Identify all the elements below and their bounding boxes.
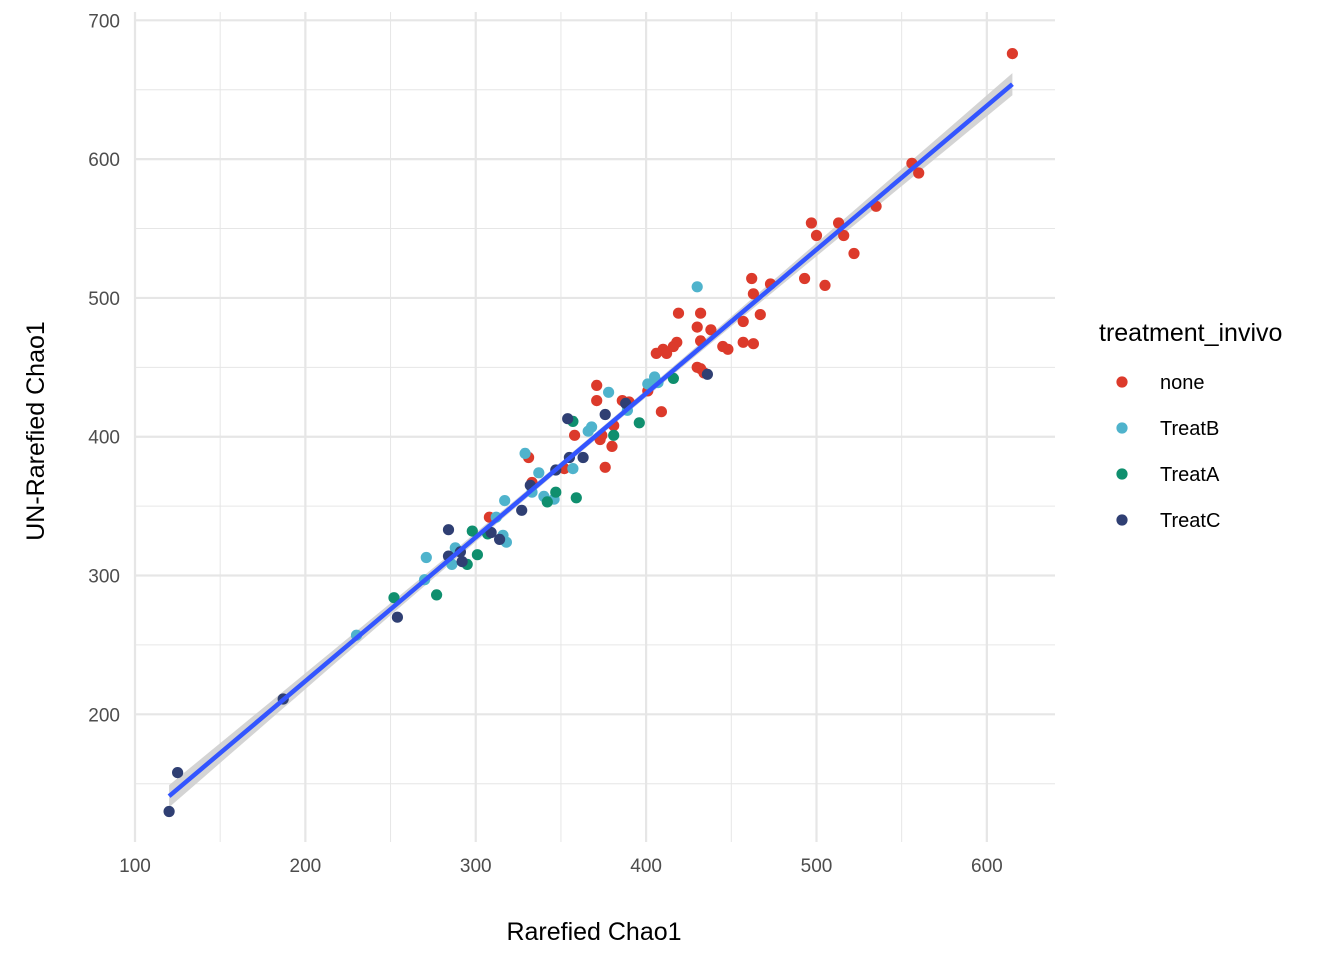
legend-title: treatment_invivo bbox=[1099, 319, 1282, 347]
data-point-none bbox=[819, 279, 831, 291]
data-point-none bbox=[655, 406, 668, 418]
data-point-none bbox=[672, 307, 685, 319]
legend-key bbox=[1116, 376, 1128, 388]
data-point-treatb bbox=[603, 386, 615, 398]
data-point-treatc bbox=[599, 408, 611, 421]
data-point-none bbox=[691, 321, 703, 333]
data-point-none bbox=[591, 379, 603, 391]
data-point-treatc bbox=[494, 533, 506, 546]
legend-item: none bbox=[1116, 372, 1205, 394]
data-point-treatc bbox=[163, 805, 175, 818]
y-tick-label: 700 bbox=[88, 11, 120, 32]
legend-key bbox=[1116, 468, 1128, 480]
data-point-none bbox=[913, 167, 925, 179]
legend: treatment_invivo none TreatB TreatA TreatC bbox=[1099, 319, 1282, 532]
data-point-none bbox=[848, 247, 860, 260]
legend-key bbox=[1116, 422, 1128, 434]
data-point-none bbox=[746, 272, 758, 285]
y-tick-label: 600 bbox=[88, 150, 120, 171]
legend-item: TreatA bbox=[1116, 464, 1220, 486]
data-point-none bbox=[747, 338, 760, 350]
data-point-none bbox=[1006, 48, 1019, 60]
data-point-none bbox=[747, 288, 760, 300]
minor-gridlines bbox=[135, 12, 1055, 842]
data-point-treata bbox=[471, 549, 483, 561]
regression-line bbox=[167, 82, 1014, 798]
data-point-treatb bbox=[420, 551, 432, 564]
data-point-none bbox=[737, 336, 749, 348]
data-point-treatc bbox=[172, 767, 184, 779]
data-point-none bbox=[599, 461, 611, 473]
legend-item: TreatB bbox=[1116, 418, 1219, 440]
data-point-none bbox=[606, 440, 618, 452]
data-point-treatc bbox=[577, 451, 589, 464]
legend-key bbox=[1116, 514, 1128, 526]
data-point-treata bbox=[608, 429, 620, 441]
data-point-none bbox=[799, 272, 811, 285]
data-point-none bbox=[737, 315, 749, 328]
data-point-none bbox=[569, 429, 581, 441]
y-axis-title: UN-Rarefied Chao1 bbox=[22, 321, 50, 541]
x-tick-label: 300 bbox=[460, 856, 492, 877]
data-point-none bbox=[667, 340, 680, 353]
data-point-none bbox=[810, 229, 823, 242]
data-point-treata bbox=[466, 525, 478, 537]
legend-item: TreatC bbox=[1116, 510, 1220, 532]
data-point-treatb bbox=[567, 463, 579, 475]
x-tick-label: 100 bbox=[119, 856, 151, 877]
data-point-treatb bbox=[586, 421, 598, 433]
legend-label: TreatC bbox=[1160, 510, 1220, 532]
data-point-treatc bbox=[516, 504, 528, 516]
x-tick-label: 600 bbox=[971, 856, 1003, 877]
legend-label: none bbox=[1160, 372, 1205, 394]
fit-line-layer bbox=[167, 82, 1014, 798]
data-point-treatb bbox=[519, 447, 531, 459]
data-point-treatc bbox=[701, 368, 714, 380]
data-point-none bbox=[838, 229, 850, 242]
data-point-treata bbox=[388, 592, 400, 604]
data-point-none bbox=[591, 395, 603, 407]
data-point-treatc bbox=[456, 556, 468, 568]
data-points bbox=[163, 48, 1019, 818]
data-point-treata bbox=[570, 492, 582, 504]
data-point-treatc bbox=[562, 413, 574, 425]
data-point-treatb bbox=[499, 495, 511, 507]
y-tick-label: 400 bbox=[88, 428, 120, 449]
data-point-none bbox=[722, 343, 734, 355]
data-point-treata bbox=[431, 589, 443, 601]
data-point-treatc bbox=[391, 611, 403, 623]
y-tick-label: 200 bbox=[88, 705, 120, 726]
legend-label: TreatB bbox=[1160, 418, 1219, 440]
data-point-none bbox=[805, 217, 818, 229]
data-point-none bbox=[661, 347, 673, 359]
data-point-none bbox=[754, 309, 766, 321]
x-tick-label: 500 bbox=[801, 856, 833, 877]
data-point-treatc bbox=[442, 524, 455, 536]
data-point-treata bbox=[633, 417, 645, 429]
legend-label: TreatA bbox=[1160, 464, 1220, 486]
y-tick-label: 500 bbox=[88, 289, 120, 310]
data-point-none bbox=[650, 347, 662, 359]
x-axis-ticks: 100 200 300 400 500 600 bbox=[119, 856, 1003, 877]
x-tick-label: 200 bbox=[290, 856, 322, 877]
y-tick-label: 300 bbox=[88, 567, 120, 588]
major-gridlines bbox=[133, 12, 1055, 842]
legend-items: none TreatB TreatA TreatC bbox=[1116, 372, 1220, 532]
data-point-treata bbox=[550, 486, 562, 498]
data-point-none bbox=[695, 307, 707, 319]
data-point-treata bbox=[541, 496, 553, 508]
y-axis-ticks: 200 300 400 500 600 700 bbox=[88, 11, 120, 726]
data-point-treatc bbox=[485, 526, 497, 539]
x-tick-label: 400 bbox=[630, 856, 662, 877]
data-point-none bbox=[705, 324, 717, 336]
x-axis-title: Rarefied Chao1 bbox=[506, 918, 681, 946]
data-point-treatb bbox=[533, 467, 545, 479]
data-point-treatb bbox=[691, 281, 703, 293]
